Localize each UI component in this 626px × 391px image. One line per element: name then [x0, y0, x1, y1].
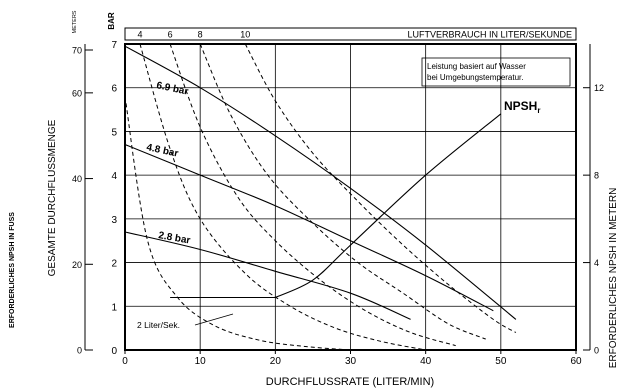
note-line-1: Leistung basiert auf Wasser	[427, 62, 526, 71]
right-axis-title: ERFORDERLICHES NPSH IN METERN	[608, 188, 619, 369]
air-consumption-curve	[244, 43, 517, 333]
grid-layer	[125, 44, 576, 350]
npsh-curve	[170, 113, 502, 299]
pressure-curve	[124, 45, 517, 320]
x-tick-label: 10	[195, 356, 207, 367]
series-label-4-8-bar: 4.8 bar	[145, 142, 179, 159]
bar-tick-label: 1	[111, 302, 117, 313]
air-consumption-curve	[199, 43, 486, 340]
pressure-curve	[124, 231, 411, 320]
air-consumption-box	[124, 27, 577, 41]
x-tick-label: 0	[122, 356, 128, 367]
bar-tick-label: 2	[111, 259, 117, 270]
bar-tick-label: 7	[111, 40, 117, 51]
x-axis-title: DURCHFLUSSRATE (LITER/MIN)	[266, 376, 434, 388]
air-tick-label: 4	[138, 30, 143, 40]
bar-unit-label: BAR	[107, 12, 116, 30]
npsh-tick-label: 12	[594, 83, 604, 93]
meters-tick-label: 20	[72, 260, 82, 270]
air-consumption-curve	[139, 43, 426, 351]
npsh-tick-label: 4	[594, 258, 599, 268]
bar-tick-label: 3	[111, 215, 117, 226]
meters-tick-label: 60	[72, 88, 82, 98]
x-tick-label: 50	[495, 356, 507, 367]
x-tick-label: 40	[420, 356, 432, 367]
x-tick-label: 20	[270, 356, 282, 367]
npsh-curve-label: NPSHr	[504, 99, 540, 115]
air-curve-label: 2 Liter/Sek.	[137, 320, 180, 330]
bar-tick-label: 4	[111, 171, 117, 182]
air-curve-leader	[194, 313, 234, 326]
meters-tick-label: 70	[72, 46, 82, 56]
note-line-2: bei Umgebungstemperatur.	[427, 73, 524, 82]
air-tick-label: 8	[198, 30, 203, 40]
npsh-tick-label: 0	[594, 346, 599, 356]
bar-tick-label: 6	[111, 84, 117, 95]
x-tick-label: 60	[570, 356, 582, 367]
series-label-6-9-bar: 6.9 bar	[155, 80, 189, 97]
air-consumption-label: LUFTVERBRAUCH IN LITER/SEKUNDE	[407, 30, 572, 40]
bar-tick-label: 0	[111, 346, 117, 357]
meters-tick-label: 0	[77, 346, 82, 356]
feet-axis-title: ERFORDERLICHES NPSH IN FUSS	[9, 212, 16, 328]
meters-unit-label: METERS	[72, 10, 78, 33]
bar-tick-label: 5	[111, 127, 117, 138]
air-consumption-curve	[124, 96, 351, 351]
air-consumption-curve	[169, 43, 456, 347]
npsh-main: NPSH	[504, 99, 537, 113]
series-layer	[124, 43, 517, 351]
note-box	[421, 57, 571, 87]
meters-tick-label: 40	[72, 174, 82, 184]
npsh-tick-label: 8	[594, 171, 599, 181]
left-axis-title: GESAMTE DURCHFLUSSMENGE	[47, 119, 58, 276]
series-label-2-8-bar: 2.8 bar	[157, 230, 191, 246]
pressure-curve	[124, 143, 494, 312]
x-tick-label: 30	[345, 356, 357, 367]
npsh-subscript: r	[537, 106, 540, 115]
air-tick-label: 6	[168, 30, 173, 40]
air-tick-label: 10	[240, 30, 250, 40]
